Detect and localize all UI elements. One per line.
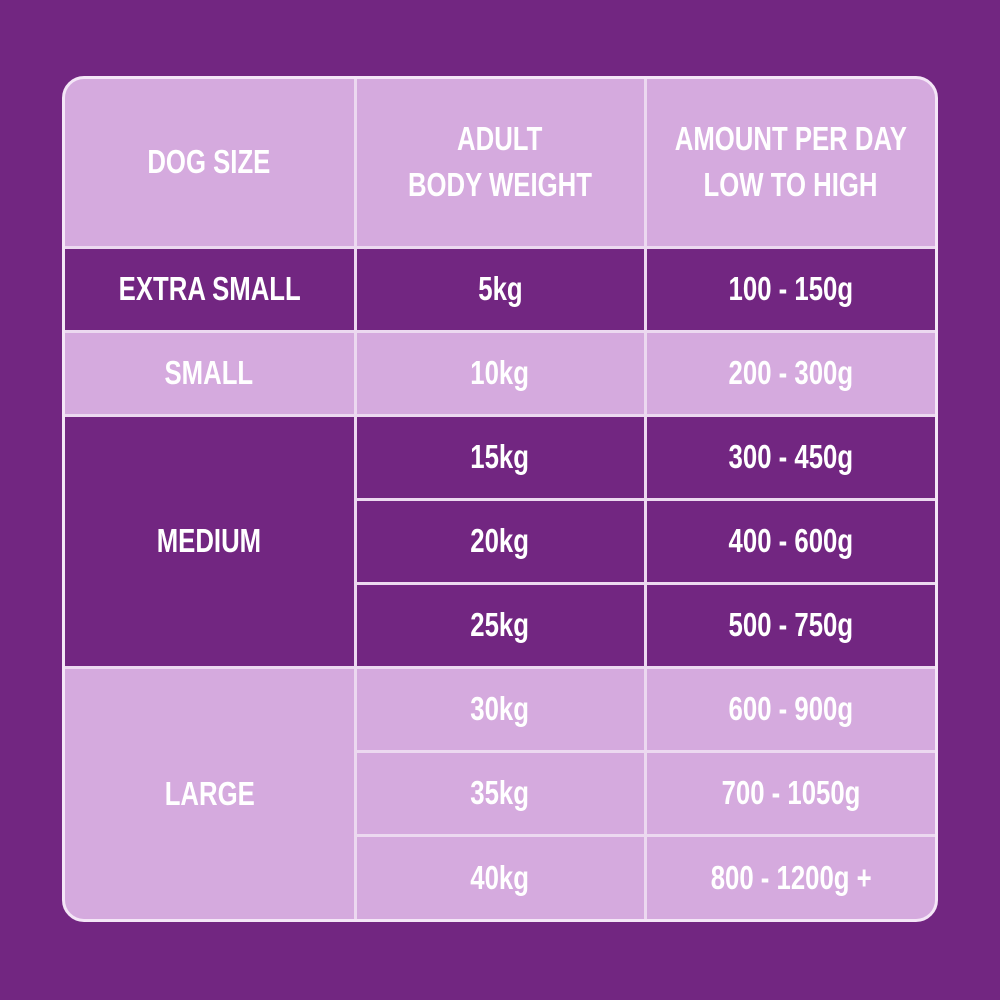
cell-text: 35kg [470, 774, 530, 811]
data-cell: 400 - 600g [646, 500, 935, 582]
data-cell: 10kg [356, 332, 644, 414]
cell-text: 30kg [470, 690, 530, 727]
cell-text: 800 - 1200g + [710, 858, 872, 896]
data-cell: 30kg [356, 668, 644, 750]
cell-text: 20kg [470, 522, 530, 559]
cell-text: 5kg [477, 270, 523, 307]
data-cell: 35kg [356, 752, 644, 834]
cell-text: AMOUNT PER DAY [674, 120, 907, 158]
cell-text: 400 - 600g [728, 522, 853, 559]
cell-text: 700 - 1050g [721, 774, 861, 811]
cell-text: DOG SIZE [147, 143, 271, 181]
size-cell: SMALL [65, 332, 354, 414]
data-cell: 100 - 150g [646, 248, 935, 330]
data-cell: 20kg [356, 500, 644, 582]
cell-text: 200 - 300g [728, 354, 853, 391]
cell-text: 40kg [470, 858, 530, 896]
cell-text: 25kg [470, 606, 530, 643]
data-cell: 200 - 300g [646, 332, 935, 414]
size-cell: EXTRA SMALL [65, 248, 354, 330]
cell-text: 10kg [470, 354, 530, 391]
data-cell: 300 - 450g [646, 416, 935, 498]
cell-text: LARGE [164, 774, 255, 812]
cell-text: 600 - 900g [728, 690, 853, 727]
feeding-table: DOG SIZE ADULT BODY WEIGHT AMOUNT PER DAY LO… [62, 76, 938, 922]
cell-text: 15kg [470, 438, 530, 475]
cell-text: MEDIUM [157, 522, 262, 559]
data-cell: 700 - 1050g [646, 752, 935, 834]
data-cell: 800 - 1200g + [646, 836, 935, 919]
cell-text: BODY WEIGHT [407, 166, 593, 204]
data-cell: 5kg [356, 248, 644, 330]
data-cell: 500 - 750g [646, 584, 935, 666]
size-cell: MEDIUM [65, 416, 354, 666]
data-cell: 25kg [356, 584, 644, 666]
cell-text: ADULT [457, 120, 543, 158]
data-cell: 600 - 900g [646, 668, 935, 750]
header-cell: ADULT BODY WEIGHT [356, 79, 644, 246]
size-cell: LARGE [65, 668, 354, 919]
data-cell: 15kg [356, 416, 644, 498]
header-cell: AMOUNT PER DAY LOW TO HIGH [646, 79, 935, 246]
cell-text: EXTRA SMALL [118, 270, 301, 307]
cell-text: LOW TO HIGH [703, 166, 878, 204]
cell-text: 300 - 450g [728, 438, 853, 475]
header-cell: DOG SIZE [65, 79, 354, 246]
data-cell: 40kg [356, 836, 644, 919]
cell-text: SMALL [164, 354, 254, 391]
cell-text: 100 - 150g [728, 270, 853, 307]
cell-text: 500 - 750g [728, 606, 853, 643]
